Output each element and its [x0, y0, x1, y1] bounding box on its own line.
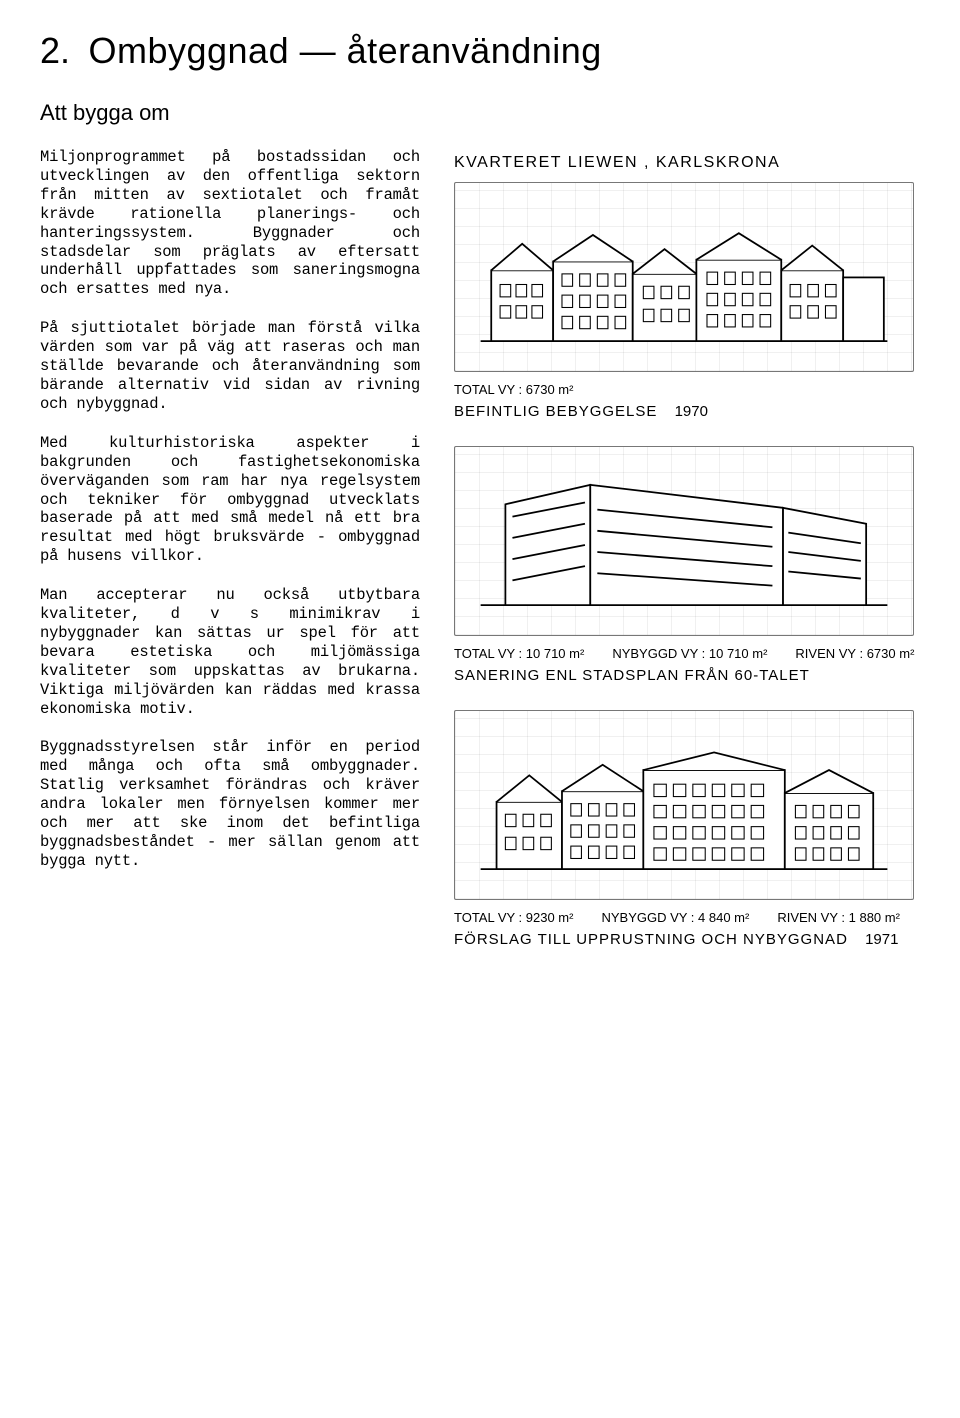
figure-1: TOTAL VY : 6730 m² BEFINTLIG BEBYGGELSE … [454, 182, 920, 420]
caption-year: 1970 [675, 403, 708, 420]
paragraph: Man accepterar nu också utbytbara kvalit… [40, 586, 420, 718]
figure-2-stats: TOTAL VY : 10 710 m² NYBYGGD VY : 10 710… [454, 646, 920, 661]
mixed-sketch-icon [461, 717, 907, 885]
illustration-sanering [454, 446, 914, 636]
paragraph: Miljonprogrammet på bostadssidan och utv… [40, 148, 420, 299]
townhouse-sketch-icon [461, 189, 907, 357]
section-number: 2. [40, 30, 70, 72]
caption-text: BEFINTLIG BEBYGGELSE [454, 403, 657, 420]
figure-2-caption: SANERING ENL STADSPLAN FRÅN 60-TALET [454, 667, 920, 684]
section-heading: 2. Ombyggnad — återanvändning [40, 30, 920, 72]
caption-text: FÖRSLAG TILL UPPRUSTNING OCH NYBYGGNAD [454, 931, 848, 948]
caption-year: 1971 [865, 931, 898, 948]
stat-riven: RIVEN VY : 6730 m² [795, 646, 914, 661]
figure-1-stats: TOTAL VY : 6730 m² [454, 382, 920, 397]
figure-3-caption: FÖRSLAG TILL UPPRUSTNING OCH NYBYGGNAD 1… [454, 931, 920, 948]
stat-total: TOTAL VY : 6730 m² [454, 382, 573, 397]
body-column: Miljonprogrammet på bostadssidan och utv… [40, 148, 420, 871]
paragraph: På sjuttiotalet började man förstå vilka… [40, 319, 420, 414]
stat-total: TOTAL VY : 9230 m² [454, 910, 573, 925]
illustration-forslag [454, 710, 914, 900]
paragraph: Byggnadsstyrelsen står inför en period m… [40, 738, 420, 870]
section-subtitle: Att bygga om [40, 100, 920, 126]
stat-nybyggd: NYBYGGD VY : 4 840 m² [601, 910, 749, 925]
section-title: Ombyggnad — återanvändning [88, 30, 601, 72]
stat-total: TOTAL VY : 10 710 m² [454, 646, 584, 661]
figure-2: TOTAL VY : 10 710 m² NYBYGGD VY : 10 710… [454, 446, 920, 684]
stat-riven: RIVEN VY : 1 880 m² [777, 910, 900, 925]
modern-block-sketch-icon [461, 453, 907, 621]
paragraph: Med kulturhistoriska aspekter i bakgrund… [40, 434, 420, 566]
figure-3-stats: TOTAL VY : 9230 m² NYBYGGD VY : 4 840 m²… [454, 910, 920, 925]
caption-text: SANERING ENL STADSPLAN FRÅN 60-TALET [454, 667, 810, 684]
figure-header: KVARTERET LIEWEN , KARLSKRONA [454, 154, 920, 172]
stat-nybyggd: NYBYGGD VY : 10 710 m² [612, 646, 767, 661]
illustration-befintlig [454, 182, 914, 372]
figure-3: TOTAL VY : 9230 m² NYBYGGD VY : 4 840 m²… [454, 710, 920, 948]
figure-column: KVARTERET LIEWEN , KARLSKRONA [454, 148, 920, 974]
figure-1-caption: BEFINTLIG BEBYGGELSE 1970 [454, 403, 920, 420]
